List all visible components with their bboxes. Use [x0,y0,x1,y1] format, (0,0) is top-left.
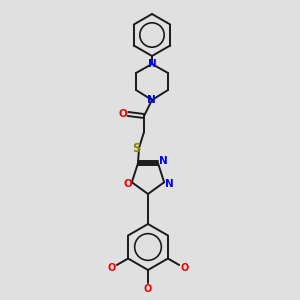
Text: N: N [159,156,167,166]
Text: O: O [180,263,188,273]
Text: N: N [165,179,173,189]
Text: N: N [148,59,156,69]
Text: O: O [124,179,132,189]
Text: N: N [147,95,155,105]
Text: O: O [107,263,116,273]
Text: O: O [118,109,127,119]
Text: O: O [144,284,152,294]
Text: S: S [132,142,140,155]
